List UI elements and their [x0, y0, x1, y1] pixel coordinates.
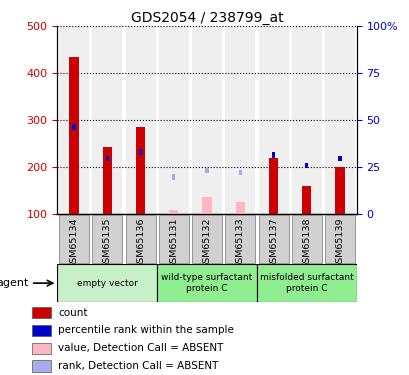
- Text: wild-type surfactant
protein C: wild-type surfactant protein C: [161, 273, 252, 293]
- Text: GSM65137: GSM65137: [268, 218, 277, 269]
- Bar: [158, 26, 188, 214]
- FancyBboxPatch shape: [92, 215, 122, 263]
- Bar: [169, 210, 178, 214]
- Text: GSM65139: GSM65139: [335, 218, 344, 269]
- Bar: [106, 156, 109, 161]
- Bar: [72, 124, 76, 130]
- Bar: [32, 360, 51, 372]
- Text: rank, Detection Call = ABSENT: rank, Detection Call = ABSENT: [58, 361, 218, 371]
- Bar: [125, 26, 155, 214]
- Bar: [135, 127, 145, 214]
- FancyBboxPatch shape: [191, 215, 222, 263]
- FancyBboxPatch shape: [256, 264, 356, 302]
- Bar: [235, 202, 244, 214]
- Bar: [324, 26, 354, 214]
- FancyBboxPatch shape: [57, 264, 157, 302]
- Text: value, Detection Call = ABSENT: value, Detection Call = ABSENT: [58, 343, 223, 353]
- FancyBboxPatch shape: [59, 215, 89, 263]
- Bar: [102, 147, 112, 214]
- Text: agent: agent: [0, 278, 29, 288]
- Text: GSM65138: GSM65138: [301, 218, 310, 269]
- Text: GSM65135: GSM65135: [103, 218, 112, 269]
- Bar: [205, 168, 208, 173]
- Bar: [304, 163, 308, 168]
- FancyBboxPatch shape: [225, 215, 255, 263]
- Bar: [335, 167, 344, 214]
- Bar: [271, 152, 274, 157]
- Text: GSM65134: GSM65134: [70, 218, 79, 269]
- Bar: [32, 307, 51, 318]
- Title: GDS2054 / 238799_at: GDS2054 / 238799_at: [130, 11, 283, 25]
- FancyBboxPatch shape: [291, 215, 321, 263]
- Text: GSM65136: GSM65136: [136, 218, 145, 269]
- Bar: [32, 343, 51, 354]
- FancyBboxPatch shape: [158, 215, 188, 263]
- FancyBboxPatch shape: [125, 215, 155, 263]
- Text: empty vector: empty vector: [76, 279, 137, 288]
- FancyBboxPatch shape: [324, 215, 354, 263]
- Bar: [258, 26, 288, 214]
- Text: GSM65131: GSM65131: [169, 218, 178, 269]
- Text: count: count: [58, 308, 88, 318]
- Bar: [139, 149, 142, 154]
- Bar: [92, 26, 122, 214]
- Bar: [268, 158, 278, 214]
- Bar: [291, 26, 321, 214]
- Text: GSM65132: GSM65132: [202, 218, 211, 269]
- Bar: [59, 26, 89, 214]
- Text: GSM65133: GSM65133: [235, 218, 244, 269]
- Text: misfolded surfactant
protein C: misfolded surfactant protein C: [259, 273, 353, 293]
- Bar: [238, 170, 241, 176]
- Bar: [32, 325, 51, 336]
- Bar: [191, 26, 222, 214]
- Bar: [225, 26, 255, 214]
- Bar: [301, 186, 311, 214]
- Bar: [337, 156, 341, 161]
- FancyBboxPatch shape: [258, 215, 288, 263]
- Bar: [172, 174, 175, 180]
- FancyBboxPatch shape: [157, 264, 256, 302]
- Text: percentile rank within the sample: percentile rank within the sample: [58, 326, 234, 336]
- Bar: [202, 197, 211, 214]
- Bar: [69, 57, 79, 214]
